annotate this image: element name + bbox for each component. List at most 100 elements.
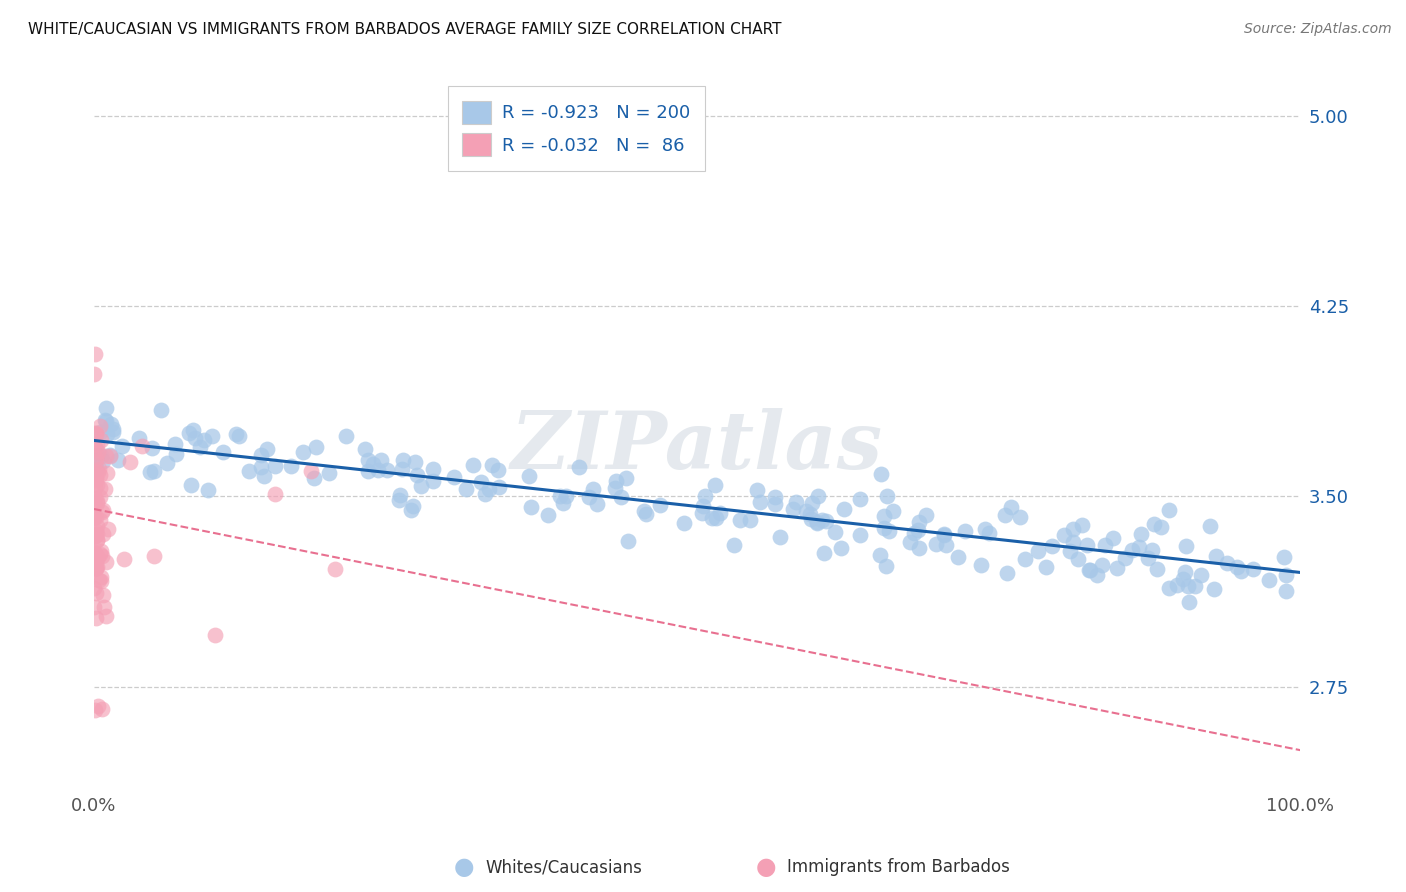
Point	[264, 459, 287, 474]
Point	[100, 450, 122, 464]
Point	[84, 529, 107, 543]
Point	[810, 513, 832, 527]
Point	[91, 549, 114, 564]
Point	[1275, 567, 1298, 582]
Point	[1128, 540, 1150, 554]
Point	[86, 527, 108, 541]
Point	[201, 429, 224, 443]
Point	[83, 367, 105, 381]
Point	[305, 440, 328, 454]
Point	[86, 477, 108, 491]
Point	[1241, 562, 1264, 576]
Point	[96, 466, 118, 480]
Point	[578, 490, 600, 504]
Point	[84, 442, 107, 456]
Point	[83, 546, 105, 560]
Point	[877, 524, 900, 538]
Point	[177, 426, 200, 441]
Point	[184, 431, 207, 445]
Point	[89, 547, 111, 561]
Point	[568, 459, 591, 474]
Point	[806, 515, 828, 529]
Point	[815, 514, 838, 528]
Point	[794, 504, 817, 518]
Point	[89, 490, 111, 504]
Point	[1078, 562, 1101, 576]
Point	[404, 455, 426, 469]
Point	[932, 527, 955, 541]
Point	[1077, 564, 1099, 578]
Point	[91, 526, 114, 541]
Point	[388, 493, 411, 508]
Point	[83, 438, 105, 452]
Point	[83, 582, 105, 596]
Point	[1199, 519, 1222, 533]
Point	[84, 510, 107, 524]
Point	[994, 508, 1017, 522]
Point	[1159, 581, 1181, 595]
Point	[763, 490, 786, 504]
Point	[83, 545, 105, 559]
Point	[995, 566, 1018, 580]
Point	[89, 481, 111, 495]
Point	[799, 507, 821, 521]
Point	[93, 412, 115, 426]
Point	[90, 574, 112, 588]
Point	[1159, 503, 1181, 517]
Point	[1205, 549, 1227, 563]
Point	[84, 468, 107, 483]
Point	[204, 627, 226, 641]
Point	[101, 422, 124, 436]
Point	[96, 427, 118, 442]
Point	[402, 499, 425, 513]
Point	[86, 494, 108, 508]
Point	[769, 530, 792, 544]
Point	[1062, 534, 1084, 549]
Point	[690, 506, 713, 520]
Point	[304, 471, 326, 485]
Point	[1140, 543, 1163, 558]
Point	[406, 468, 429, 483]
Point	[875, 558, 897, 573]
Point	[120, 455, 142, 469]
Point	[1028, 544, 1050, 558]
Point	[830, 541, 852, 555]
Point	[291, 445, 314, 459]
Point	[150, 403, 173, 417]
Point	[188, 440, 211, 454]
Point	[86, 533, 108, 548]
Point	[83, 511, 105, 525]
Point	[1175, 539, 1198, 553]
Point	[83, 509, 105, 524]
Point	[86, 438, 108, 452]
Point	[87, 699, 110, 714]
Point	[1121, 542, 1143, 557]
Point	[634, 507, 657, 521]
Point	[882, 504, 904, 518]
Point	[139, 465, 162, 479]
Point	[700, 510, 723, 524]
Point	[131, 439, 153, 453]
Point	[1226, 560, 1249, 574]
Point	[392, 452, 415, 467]
Point	[83, 527, 105, 541]
Point	[1040, 539, 1063, 553]
Point	[1143, 516, 1166, 531]
Point	[84, 473, 107, 487]
Point	[91, 504, 114, 518]
Point	[249, 460, 271, 475]
Point	[824, 525, 846, 540]
Point	[1035, 560, 1057, 574]
Point	[256, 442, 278, 457]
Point	[90, 543, 112, 558]
Point	[84, 449, 107, 463]
Point	[91, 503, 114, 517]
Point	[486, 463, 509, 477]
Point	[723, 538, 745, 552]
Text: ●: ●	[454, 855, 474, 879]
Point	[90, 433, 112, 447]
Point	[554, 489, 576, 503]
Point	[673, 516, 696, 531]
Point	[238, 464, 260, 478]
Point	[1184, 578, 1206, 592]
